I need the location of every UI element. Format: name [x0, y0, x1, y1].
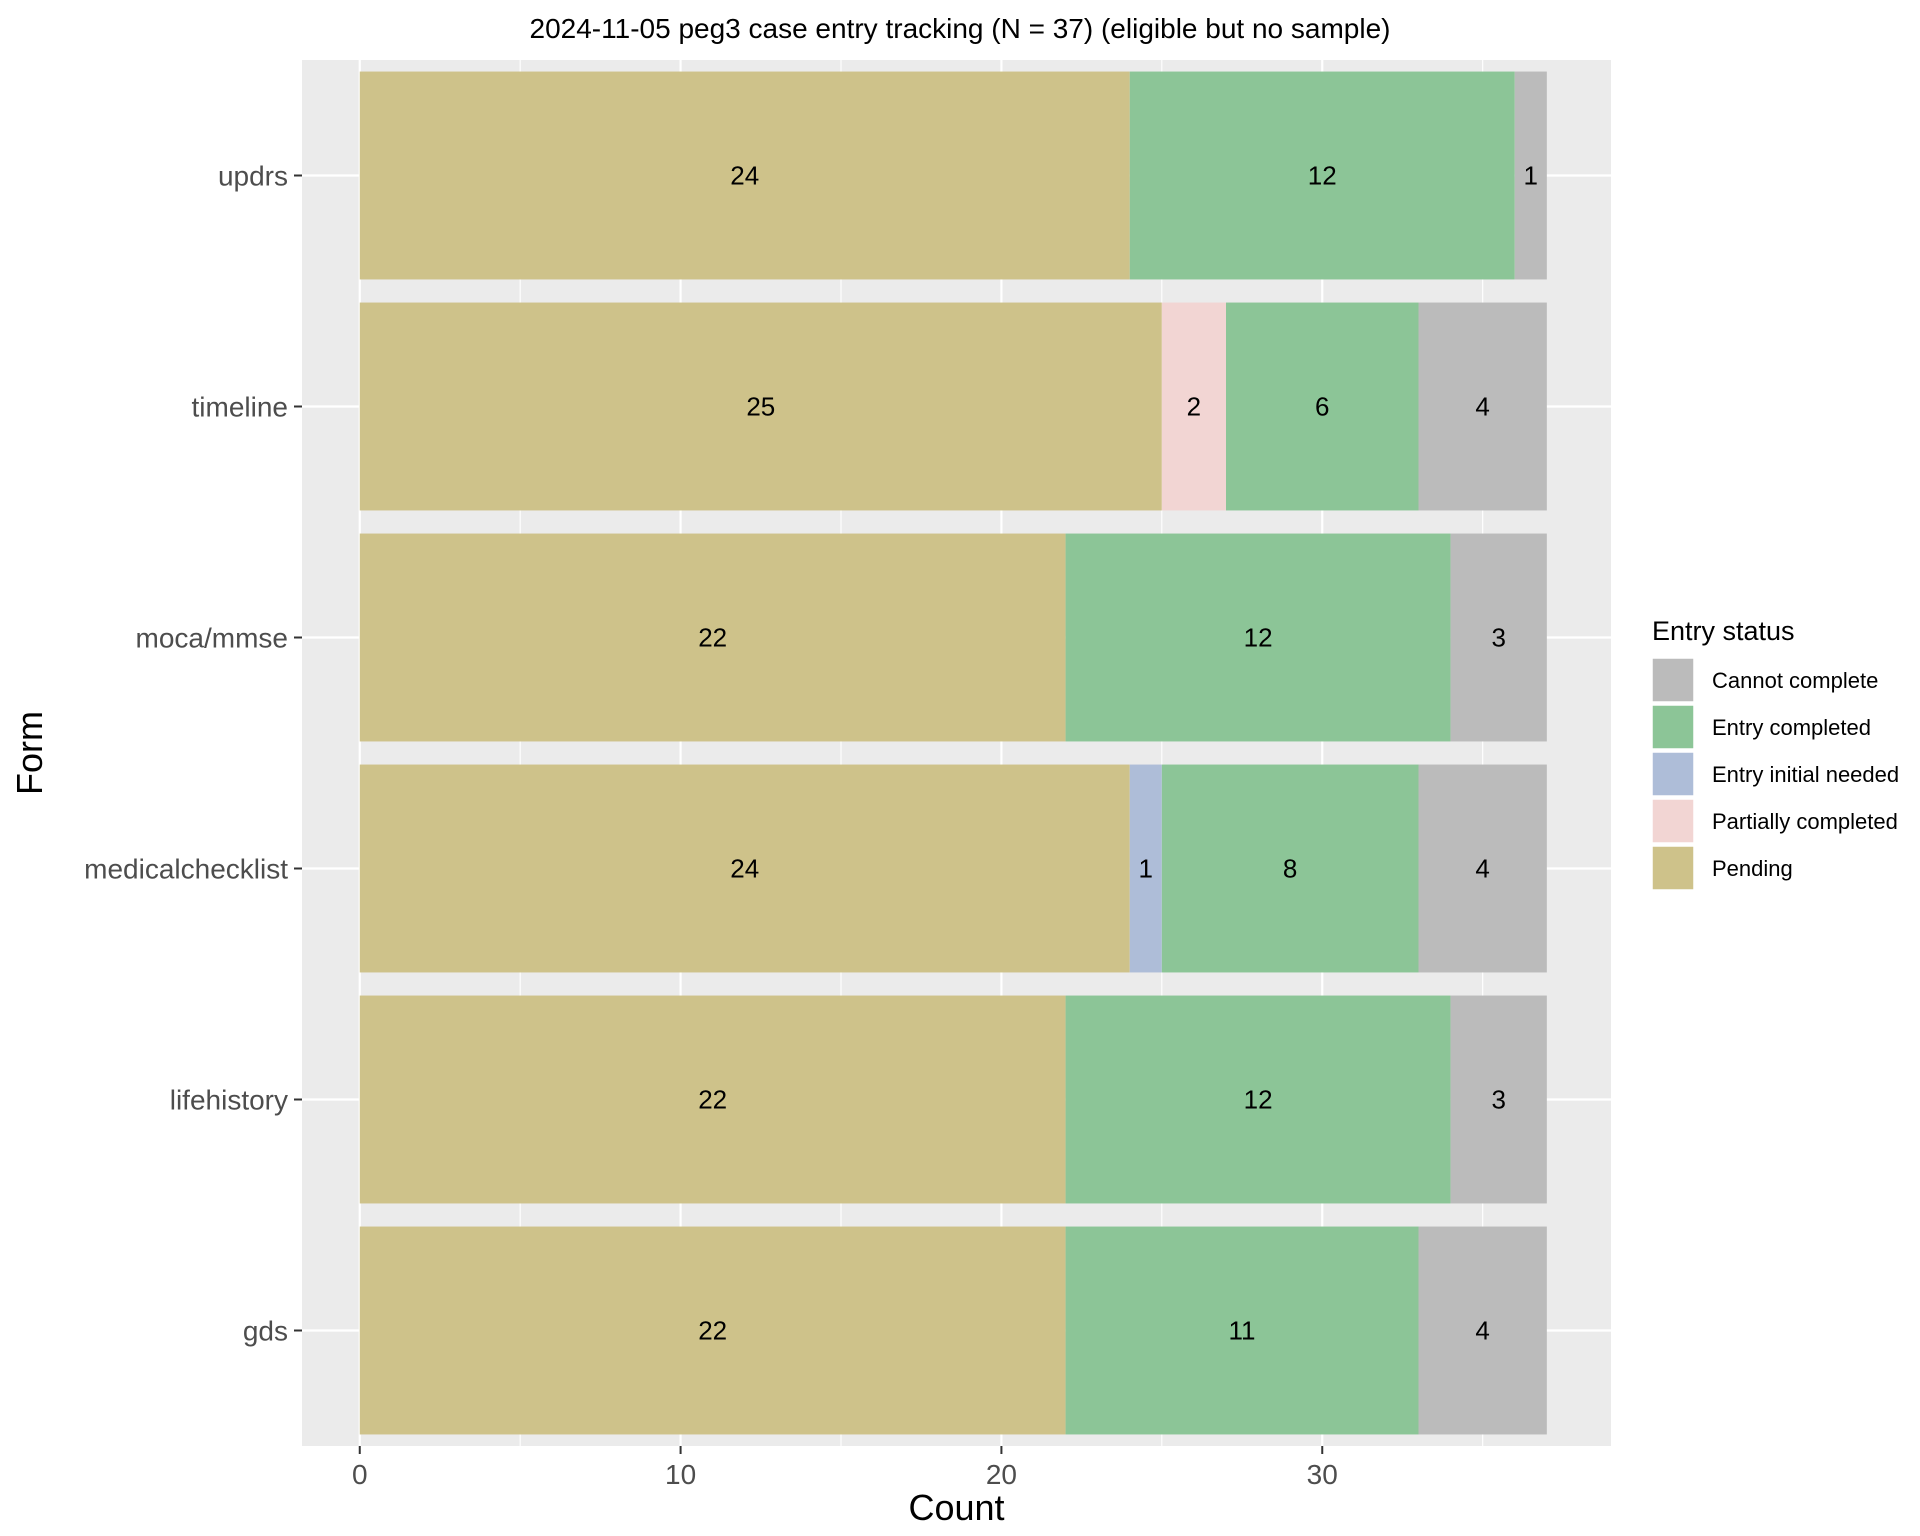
bar-pending: [359, 302, 1162, 511]
x-tick-label: 0: [352, 1459, 368, 1490]
bar-cannot-complete: [1418, 764, 1547, 973]
legend-label: Cannot complete: [1712, 668, 1878, 693]
x-axis-title: Count: [908, 1487, 1004, 1528]
bar-pending: [359, 533, 1066, 742]
bar-value-label: 3: [1491, 623, 1505, 653]
bar-value-label: 12: [1308, 161, 1337, 191]
bar-cannot-complete: [1418, 1226, 1547, 1435]
bar-labels: 24 12 1 25 2 6 4 22 12 3 24 1 8 4 22 12 3 22 11 4: [698, 161, 1538, 1346]
legend-key: [1651, 657, 1695, 703]
legend-key: [1651, 704, 1695, 750]
y-tick-label: gds: [243, 1316, 288, 1347]
y-tick-label: lifehistory: [170, 1085, 288, 1116]
legend-key: [1651, 751, 1695, 797]
y-tick-label: updrs: [218, 161, 288, 192]
bar-value-label: 24: [730, 854, 759, 884]
y-tick-label: timeline: [192, 392, 288, 423]
bar-entry-completed: [1065, 1226, 1419, 1435]
bar-pending: [359, 71, 1130, 280]
bar-value-label: 12: [1244, 623, 1273, 653]
x-tick-label: 30: [1307, 1459, 1338, 1490]
legend-title: Entry status: [1652, 616, 1795, 646]
bar-value-label: 1: [1139, 854, 1153, 884]
legend-label: Entry initial needed: [1712, 762, 1899, 787]
legend-key: [1651, 798, 1695, 844]
chart-title: 2024-11-05 peg3 case entry tracking (N =…: [530, 13, 1391, 44]
bar-entry-completed: [1226, 302, 1419, 511]
bar-value-label: 24: [730, 161, 759, 191]
bar-value-label: 4: [1475, 392, 1489, 422]
y-axis-title: Form: [9, 711, 50, 795]
bar-entry-initial-needed: [1129, 764, 1162, 973]
y-axis: updrs timeline moca/mmse medicalchecklist li…: [84, 161, 302, 1347]
legend-label: Pending: [1712, 856, 1793, 881]
bar-cannot-complete: [1450, 995, 1547, 1204]
bar-pending: [359, 1226, 1066, 1435]
bar-cannot-complete: [1450, 533, 1547, 742]
bar-entry-completed: [1161, 764, 1419, 973]
legend-key: [1651, 845, 1695, 891]
bar-value-label: 12: [1244, 1085, 1273, 1115]
bars: [359, 71, 1547, 1435]
bar-value-label: 4: [1475, 854, 1489, 884]
bar-cannot-complete: [1514, 71, 1547, 280]
bar-value-label: 2: [1187, 392, 1201, 422]
bar-cannot-complete: [1418, 302, 1547, 511]
bar-pending: [359, 995, 1066, 1204]
bar-value-label: 22: [698, 1316, 727, 1346]
bar-value-label: 25: [746, 392, 775, 422]
x-tick-label: 10: [665, 1459, 696, 1490]
bar-value-label: 1: [1524, 161, 1538, 191]
bar-entry-completed: [1129, 71, 1515, 280]
bar-entry-completed: [1065, 533, 1451, 742]
legend: Entry status Cannot complete Entry comple…: [1651, 616, 1899, 891]
x-tick-label: 20: [986, 1459, 1017, 1490]
y-tick-label: moca/mmse: [136, 623, 288, 654]
bar-pending: [359, 764, 1130, 973]
bar-value-label: 22: [698, 1085, 727, 1115]
bar-value-label: 8: [1283, 854, 1297, 884]
bar-value-label: 11: [1229, 1316, 1256, 1346]
legend-label: Partially completed: [1712, 809, 1898, 834]
bar-value-label: 4: [1475, 1316, 1489, 1346]
bar-value-label: 22: [698, 623, 727, 653]
legend-label: Entry completed: [1712, 715, 1871, 740]
x-axis: 0 10 20 30: [352, 1446, 1338, 1490]
bar-value-label: 3: [1491, 1085, 1505, 1115]
bar-entry-completed: [1065, 995, 1451, 1204]
y-tick-label: medicalchecklist: [84, 854, 288, 885]
bar-value-label: 6: [1315, 392, 1329, 422]
bar-partially-completed: [1161, 302, 1226, 511]
